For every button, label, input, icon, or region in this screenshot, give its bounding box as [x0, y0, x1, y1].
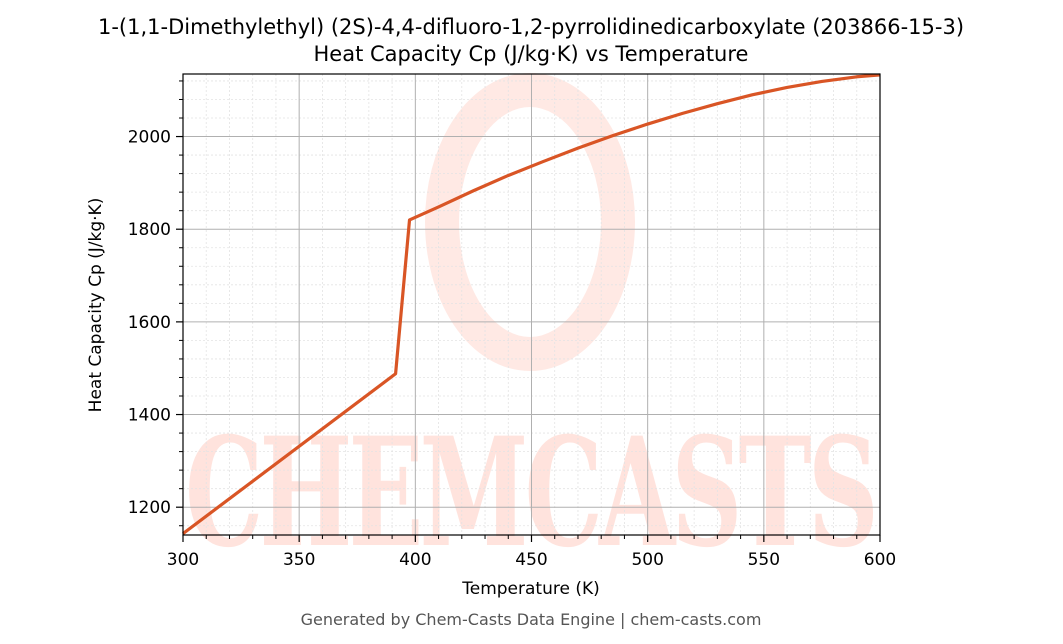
- x-tick-label: 450: [515, 550, 547, 570]
- x-tick-label: 500: [631, 550, 663, 570]
- x-axis-label: Temperature (K): [461, 579, 600, 599]
- y-tick-label: 1600: [128, 313, 171, 333]
- footer-credit: Generated by Chem-Casts Data Engine | ch…: [301, 610, 762, 629]
- y-axis-ticks: 1200 1400 1600 1800 2000: [128, 80, 183, 527]
- y-tick-label: 2000: [128, 128, 171, 148]
- x-axis-ticks: 300 350 400 450 500 550 600: [167, 535, 896, 570]
- x-tick-label: 300: [167, 550, 199, 570]
- x-tick-label: 550: [748, 550, 780, 570]
- chart-title-line2: Heat Capacity Cp (J/kg·K) vs Temperature: [314, 42, 749, 66]
- watermark-logo-ring: [425, 73, 635, 371]
- y-tick-label: 1400: [128, 406, 171, 426]
- y-tick-label: 1800: [128, 220, 171, 240]
- y-axis-label: Heat Capacity Cp (J/kg·K): [86, 198, 106, 413]
- series-line: [182, 73, 881, 535]
- y-tick-label: 1200: [128, 498, 171, 518]
- chart-title-line1: 1-(1,1-Dimethylethyl) (2S)-4,4-difluoro-…: [98, 15, 964, 39]
- x-tick-label: 350: [283, 550, 315, 570]
- watermark: CHEMCASTS: [185, 73, 881, 581]
- watermark-text: CHEMCASTS: [185, 405, 875, 581]
- x-tick-label: 400: [399, 550, 431, 570]
- x-tick-label: 600: [864, 550, 896, 570]
